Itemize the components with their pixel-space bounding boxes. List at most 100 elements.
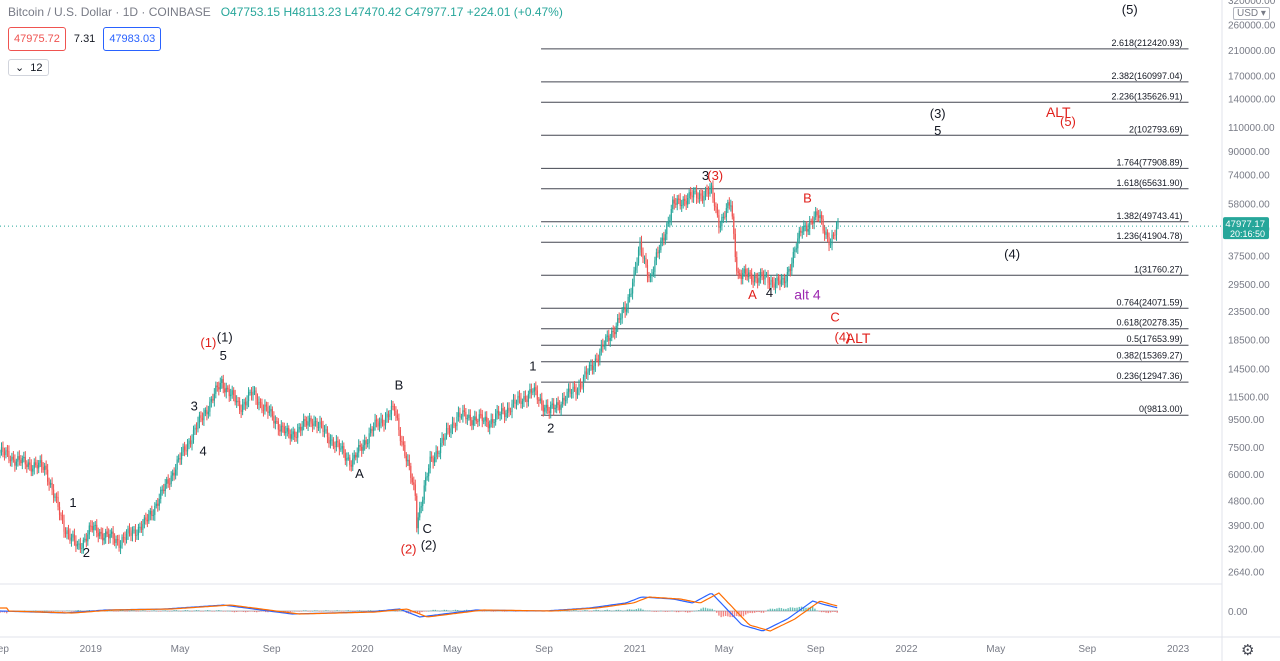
candle-body	[332, 439, 335, 447]
oscillator-bar	[264, 611, 267, 613]
currency-selector[interactable]: USD ▾	[1233, 7, 1270, 20]
oscillator-bar	[314, 610, 316, 611]
quantity-field[interactable]: ⌄ 12	[8, 59, 50, 76]
candle-body	[688, 192, 690, 199]
oscillator-bar	[827, 611, 830, 614]
buy-button[interactable]: 47983.03	[103, 27, 162, 51]
oscillator-bar	[492, 611, 495, 612]
candle-body	[812, 221, 814, 224]
candle-body	[273, 416, 275, 424]
candle-body	[815, 211, 817, 218]
oscillator-bar	[66, 610, 68, 611]
oscillator-bar	[64, 611, 66, 612]
candle-body	[640, 241, 643, 253]
candle-body	[166, 479, 168, 484]
candle-body	[157, 503, 159, 506]
oscillator-bar	[398, 610, 401, 611]
candle-body	[701, 195, 704, 201]
candle-body	[754, 276, 756, 282]
oscillator-bar	[622, 610, 624, 612]
candle-body	[17, 456, 19, 462]
candle-body	[407, 459, 409, 462]
oscillator-bar	[662, 611, 664, 612]
candle-body	[322, 424, 324, 432]
oscillator-bar	[599, 610, 602, 612]
candle-body	[99, 531, 101, 537]
wave-label: 4	[200, 443, 207, 458]
candle-body	[48, 481, 50, 485]
candle-body	[445, 428, 448, 437]
candle-body	[61, 514, 64, 521]
candle-body	[244, 401, 247, 406]
candle-body	[591, 364, 593, 370]
oscillator-bar	[432, 609, 434, 611]
oscillator-bar	[211, 611, 213, 612]
oscillator-bar	[814, 608, 816, 611]
candle-body	[472, 420, 474, 426]
candle-body	[108, 534, 110, 539]
candle-body	[499, 413, 501, 416]
candle-body	[180, 452, 183, 460]
oscillator-bar	[135, 611, 137, 612]
y-tick-label: 3200.00	[1228, 545, 1265, 556]
oscillator-bar	[595, 609, 597, 611]
oscillator-bar	[191, 611, 193, 612]
candle-body	[52, 489, 55, 498]
candle-body	[167, 479, 169, 484]
oscillator-bar	[35, 610, 37, 612]
oscillator-bar	[48, 611, 50, 612]
gear-icon[interactable]: ⚙	[1241, 642, 1255, 659]
oscillator-bar	[282, 611, 285, 612]
candle-body	[323, 430, 326, 432]
sell-button[interactable]: 47975.72	[8, 27, 66, 51]
oscillator-bar	[559, 610, 562, 612]
candle-body	[90, 525, 92, 527]
y-tick-label: 7500.00	[1228, 443, 1265, 454]
quantity-chevron-icon[interactable]: ⌄	[15, 62, 25, 74]
candle-body	[51, 482, 53, 490]
candle-body	[264, 404, 266, 411]
oscillator-bar	[494, 611, 497, 612]
oscillator-bar	[452, 610, 454, 611]
candle-body	[572, 386, 574, 393]
wave-label: 1	[69, 495, 76, 510]
candle-body	[611, 330, 613, 338]
candle-body	[767, 274, 769, 283]
oscillator-bar	[613, 610, 615, 612]
wave-label: (4)	[835, 330, 851, 345]
candle-body	[115, 539, 117, 543]
candle-body	[72, 534, 74, 538]
wave-label: alt 4	[794, 287, 821, 303]
candle-body	[139, 526, 141, 528]
oscillator-bar	[787, 608, 789, 611]
candle-body	[755, 276, 757, 279]
candle-body	[672, 199, 674, 209]
oscillator-bar	[258, 611, 260, 612]
oscillator-bar	[325, 610, 327, 611]
candle-body	[81, 547, 83, 549]
oscillator-bar	[637, 608, 640, 611]
candle-body	[681, 205, 683, 207]
wave-label: (2)	[421, 537, 437, 552]
candle-body	[306, 420, 308, 426]
candle-body	[179, 458, 181, 460]
candle-body	[429, 456, 431, 469]
oscillator-bar	[439, 610, 441, 612]
oscillator-bar	[771, 608, 774, 611]
candle-body	[794, 249, 796, 252]
candle-body	[146, 519, 148, 522]
y-tick-label: 2640.00	[1228, 568, 1265, 579]
candle-body	[365, 440, 367, 444]
candle-body	[585, 371, 588, 375]
oscillator-bar	[148, 611, 151, 612]
candle-body	[94, 524, 96, 526]
oscillator-bar	[50, 611, 53, 612]
oscillator-bar	[365, 611, 367, 612]
candle-body	[618, 318, 620, 320]
fib-level-label: 2(102793.69)	[1129, 124, 1183, 134]
candle-body	[301, 426, 303, 431]
candle-body	[353, 454, 355, 459]
symbol-title[interactable]: Bitcoin / U.S. Dollar · 1D · COINBASE	[8, 5, 211, 19]
ohlc-close: C47977.17	[404, 5, 464, 19]
